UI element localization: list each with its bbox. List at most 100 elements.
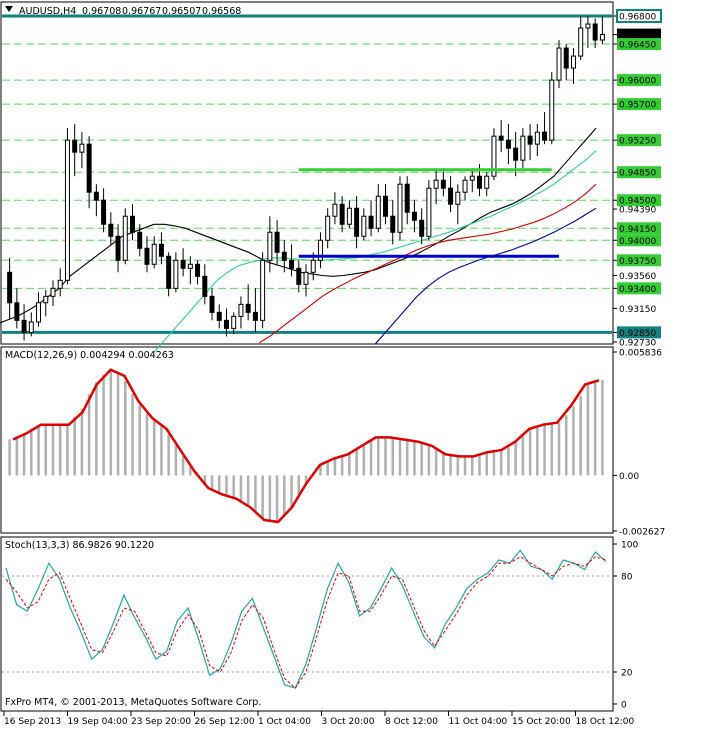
time-tick-label: 1 Oct 04:00 xyxy=(258,717,311,727)
stoch-tick-label: 20 xyxy=(621,669,633,679)
candle-bullish xyxy=(231,315,237,329)
level-price-box xyxy=(617,326,661,339)
candle-bearish xyxy=(281,251,287,261)
candle-bearish xyxy=(93,191,99,201)
candle-bullish xyxy=(346,207,352,225)
candle-bearish xyxy=(216,311,222,321)
candle-bearish xyxy=(86,143,92,193)
candle-bearish xyxy=(21,319,27,333)
macd-signal-polyline xyxy=(12,368,600,524)
candle-bearish xyxy=(592,23,598,41)
candle-bearish xyxy=(498,135,504,141)
candle-bullish xyxy=(79,143,85,153)
candle-bullish xyxy=(599,33,605,41)
candle-bullish xyxy=(28,321,34,333)
stoch-pane-frame xyxy=(0,536,614,712)
time-tick-label: 23 Sep 20:00 xyxy=(131,717,191,727)
price-tick-label: 0.94000 xyxy=(619,237,656,247)
price-tick-label: 0.93750 xyxy=(619,257,656,267)
candle-bullish xyxy=(122,215,128,261)
candle-bullish xyxy=(64,139,70,281)
candle-bullish xyxy=(397,183,403,233)
price-tick-label: 0.94390 xyxy=(619,206,656,216)
candle-bullish xyxy=(238,303,244,317)
macd-tick-label: 0.00 xyxy=(619,472,639,482)
level-price-box xyxy=(617,194,661,207)
candle-bearish xyxy=(390,215,396,233)
stoch-tick-label: 100 xyxy=(621,541,638,551)
macd-tick-label: -0.002627 xyxy=(619,528,665,538)
symbol-dropdown-icon[interactable] xyxy=(5,6,13,12)
candle-bullish xyxy=(585,23,591,29)
candle-bearish xyxy=(289,259,295,269)
candle-bearish xyxy=(195,263,201,277)
candle-bullish xyxy=(462,179,468,193)
candle-bullish xyxy=(578,27,584,57)
candle-bullish xyxy=(484,175,490,189)
macd-histogram xyxy=(8,370,604,522)
level-price-box xyxy=(617,38,661,51)
candle-bearish xyxy=(115,235,121,261)
macd-label: MACD(12,26,9) 0.004294 0.004263 xyxy=(5,350,174,361)
stochastic-axis: 100 80 20 0 xyxy=(613,541,638,711)
candle-bullish xyxy=(36,302,42,323)
time-tick-label: 18 Oct 12:00 xyxy=(576,717,635,727)
candle-bullish xyxy=(534,131,540,145)
price-tick-label: 0.96000 xyxy=(619,77,656,87)
candle-bullish xyxy=(50,287,56,297)
candle-bullish xyxy=(187,263,193,269)
candle-bullish xyxy=(556,47,562,81)
candle-bearish xyxy=(477,175,482,189)
candle-bearish xyxy=(223,319,229,329)
candle-bearish xyxy=(130,215,135,233)
candle-bullish xyxy=(549,79,555,141)
level-price-box xyxy=(617,222,661,235)
level-price-box xyxy=(617,134,661,147)
stoch-label: Stoch(13,3,3) 86.9826 90.1220 xyxy=(5,540,154,551)
time-tick-label: 26 Sep 12:00 xyxy=(195,717,255,727)
level-price-box xyxy=(617,282,661,295)
candle-bullish xyxy=(260,259,266,321)
candle-bullish xyxy=(173,259,179,289)
level-price-box xyxy=(617,254,661,267)
stoch-tick-label: 0 xyxy=(621,701,627,711)
candle-bearish xyxy=(158,243,164,257)
price-tick-label: 0.92730 xyxy=(619,339,656,349)
candle-bearish xyxy=(563,47,569,69)
moving-average-line xyxy=(374,207,597,345)
level-price-box xyxy=(616,9,662,24)
candle-bullish xyxy=(469,175,475,181)
candle-bullish xyxy=(426,187,432,237)
candle-bearish xyxy=(383,195,389,217)
level-price-box xyxy=(617,234,661,247)
candle-bearish xyxy=(296,267,302,285)
candle-bearish xyxy=(108,223,114,237)
candle-bearish xyxy=(505,139,511,149)
candle-bearish xyxy=(137,231,143,249)
price-tick-label: 0.96568 xyxy=(619,31,656,41)
stoch-signal-line xyxy=(5,556,607,689)
candle-bearish xyxy=(419,219,425,237)
candle-bearish xyxy=(144,247,150,265)
candle-bullish xyxy=(151,243,157,265)
moving-average-line xyxy=(0,127,597,324)
candle-bearish xyxy=(166,255,172,289)
candle-bearish xyxy=(7,271,13,304)
candle-bearish xyxy=(252,311,258,321)
candle-bearish xyxy=(368,215,374,229)
level-price-box xyxy=(617,166,661,179)
stoch-tick-label: 80 xyxy=(621,573,633,583)
price-tick-label: 0.93150 xyxy=(619,305,656,315)
candle-bullish xyxy=(570,55,576,69)
candle-bearish xyxy=(527,135,533,145)
time-tick-label: 11 Oct 04:00 xyxy=(449,717,508,727)
macd-axis: 0.005836 0.00 -0.002627 xyxy=(613,349,665,538)
candle-bearish xyxy=(354,207,360,237)
time-tick-label: 15 Oct 20:00 xyxy=(512,717,571,727)
candle-bearish xyxy=(72,139,78,153)
price-tick-label: 0.95250 xyxy=(619,137,656,147)
header-open: 0.96708 xyxy=(82,6,121,17)
price-tick-label: 0.95700 xyxy=(619,101,656,111)
